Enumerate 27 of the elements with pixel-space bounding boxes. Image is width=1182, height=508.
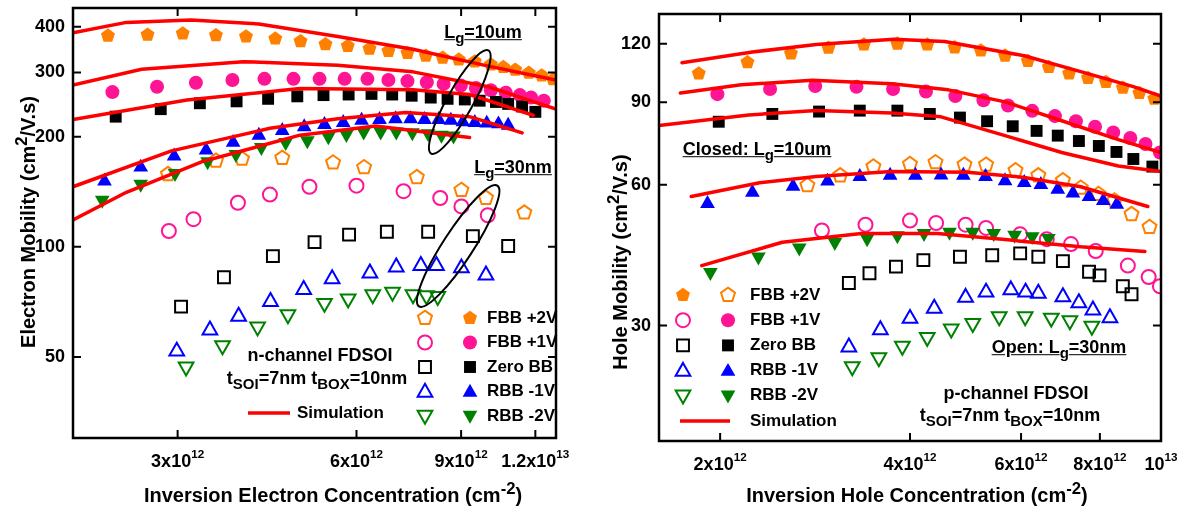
y-tick-label: 300: [34, 61, 66, 82]
annotation: Open: L$_{g}$=30nm: [991, 337, 1127, 363]
legend-label: Simulation: [750, 410, 837, 430]
x-axis-title: Inversion Hole Concentration (cm$^{-2}$): [746, 479, 1088, 507]
annotation: L$_{g}$=10um: [444, 22, 522, 48]
y-tick-label: 400: [34, 15, 66, 36]
legend-label: RBB -2V: [750, 385, 819, 405]
y-tick-label: 30: [630, 314, 652, 335]
legend-label: FBB +2V: [750, 284, 822, 304]
annotation: t$_{SOI}$=7nm t$_{BOX}$=10nm: [226, 368, 408, 394]
legend-label: Zero BB: [487, 356, 554, 376]
annotation: Closed: L$_{g}$=10um: [682, 139, 832, 165]
legend-label: Zero BB: [750, 335, 817, 355]
y-tick-label: 90: [630, 91, 652, 112]
legend-label: RBB -1V: [750, 360, 819, 380]
legend-label: RBB -2V: [487, 405, 556, 425]
legend-label: Simulation: [297, 402, 384, 422]
annotation: p-channel FDSOI: [943, 383, 1089, 403]
annotation: L$_{g}$=30nm: [474, 157, 552, 183]
legend-label: RBB -1V: [487, 381, 556, 401]
legend-label: FBB +1V: [750, 309, 822, 329]
x-axis-title: Inversion Electron Concentration (cm$^{-2}$): [143, 479, 523, 507]
annotation: t$_{SOI}$=7nm t$_{BOX}$=10nm: [919, 405, 1101, 431]
y-tick-label: 50: [44, 345, 66, 366]
y-tick-label: 60: [630, 173, 652, 194]
y-tick-label: 120: [620, 32, 652, 53]
annotation: n-channel FDSOI: [247, 345, 393, 365]
